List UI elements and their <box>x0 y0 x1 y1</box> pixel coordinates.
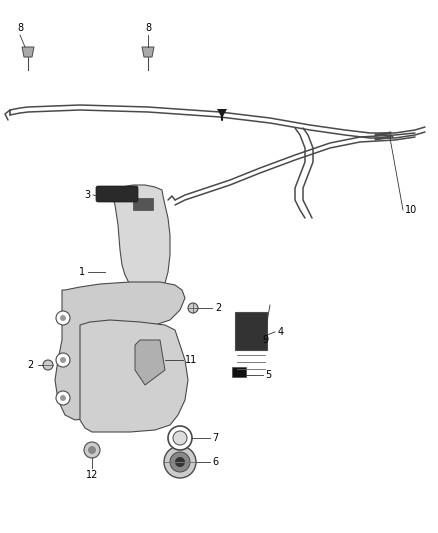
Text: 8: 8 <box>17 23 23 33</box>
Bar <box>232 367 246 377</box>
Circle shape <box>188 303 198 313</box>
Text: 3: 3 <box>84 190 90 200</box>
Polygon shape <box>217 109 227 118</box>
Text: 1: 1 <box>79 267 85 277</box>
Circle shape <box>43 360 53 370</box>
Circle shape <box>56 311 70 325</box>
Text: 10: 10 <box>405 205 417 215</box>
Text: 9: 9 <box>262 335 268 345</box>
Circle shape <box>56 353 70 367</box>
Circle shape <box>175 457 185 467</box>
Text: 6: 6 <box>212 457 218 467</box>
Circle shape <box>173 431 187 445</box>
Circle shape <box>170 452 190 472</box>
Circle shape <box>88 446 96 454</box>
Polygon shape <box>135 340 165 385</box>
Circle shape <box>60 315 66 321</box>
Text: 4: 4 <box>278 327 284 337</box>
Polygon shape <box>80 320 188 432</box>
Bar <box>133 198 153 210</box>
Polygon shape <box>22 47 34 57</box>
Text: 8: 8 <box>145 23 151 33</box>
Circle shape <box>60 357 66 363</box>
Text: 2: 2 <box>27 360 33 370</box>
Text: 11: 11 <box>185 355 197 365</box>
Polygon shape <box>142 47 154 57</box>
Text: 12: 12 <box>86 470 98 480</box>
Circle shape <box>164 446 196 478</box>
Text: 7: 7 <box>212 433 218 443</box>
Circle shape <box>56 391 70 405</box>
Circle shape <box>84 442 100 458</box>
FancyBboxPatch shape <box>96 186 138 202</box>
Polygon shape <box>55 282 185 420</box>
Text: 5: 5 <box>265 370 271 380</box>
Circle shape <box>60 395 66 401</box>
Polygon shape <box>110 185 170 292</box>
Text: 2: 2 <box>215 303 221 313</box>
Bar <box>235 312 267 350</box>
Circle shape <box>168 426 192 450</box>
